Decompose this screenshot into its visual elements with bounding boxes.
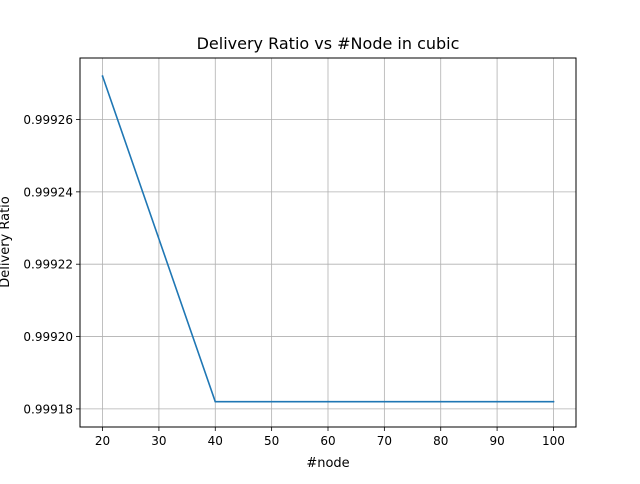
- y-axis-label: Delivery Ratio: [0, 196, 13, 288]
- x-axis-ticks: 20 30 40 50 60 70 80 90 100: [95, 427, 565, 448]
- data-point: [552, 400, 555, 403]
- x-tick-label: 30: [151, 434, 166, 448]
- x-tick-label: 40: [208, 434, 223, 448]
- y-tick-label: 0.99920: [23, 330, 73, 344]
- x-tick-label: 50: [264, 434, 279, 448]
- chart-title: Delivery Ratio vs #Node in cubic: [197, 34, 460, 53]
- y-axis-ticks: 0.99918 0.99920 0.99922 0.99924 0.99926: [23, 113, 80, 416]
- series-layer: [101, 75, 555, 403]
- grid-lines: [80, 58, 576, 427]
- x-tick-label: 100: [542, 434, 565, 448]
- x-tick-label: 20: [95, 434, 110, 448]
- y-tick-label: 0.99924: [23, 185, 73, 199]
- y-tick-label: 0.99918: [23, 402, 73, 416]
- data-point: [327, 400, 329, 403]
- x-tick-label: 70: [377, 434, 392, 448]
- data-point: [214, 400, 217, 403]
- y-tick-label: 0.99926: [23, 113, 73, 127]
- data-point: [439, 400, 442, 403]
- data-point: [101, 75, 104, 77]
- x-axis-label: #node: [306, 456, 349, 471]
- x-tick-label: 60: [320, 434, 335, 448]
- x-tick-label: 80: [433, 434, 448, 448]
- x-tick-label: 90: [489, 434, 504, 448]
- y-tick-label: 0.99922: [23, 258, 73, 272]
